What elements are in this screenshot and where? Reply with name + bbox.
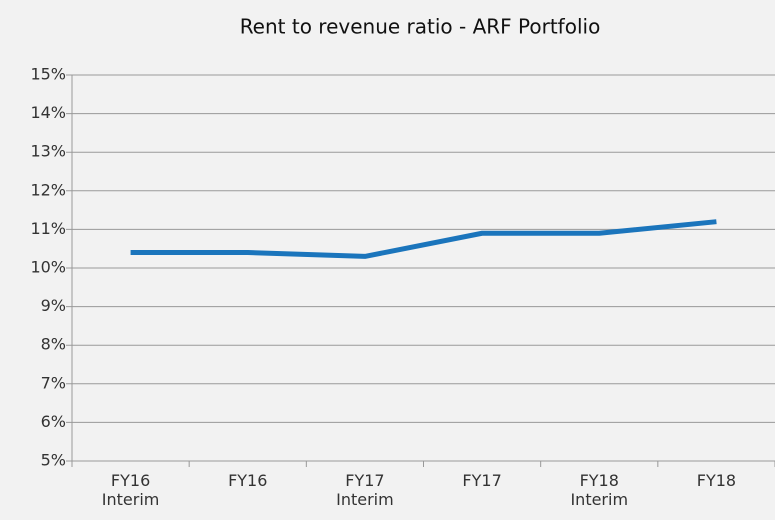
x-tick-label: FY16 Interim <box>101 471 160 509</box>
y-tick-label: 12% <box>30 180 66 199</box>
y-tick-label: 13% <box>30 142 66 161</box>
x-tick-label: FY17 Interim <box>336 471 394 509</box>
y-tick-label: 7% <box>41 373 66 392</box>
x-tick-label: FY16 <box>228 471 268 490</box>
x-tick-label: FY17 <box>462 471 502 490</box>
chart-title: Rent to revenue ratio - ARF Portfolio <box>240 15 601 39</box>
y-tick-label: 15% <box>30 65 66 84</box>
y-tick-label: 8% <box>41 335 66 354</box>
y-tick-label: 11% <box>30 219 66 238</box>
x-tick-label: FY18 Interim <box>570 471 629 509</box>
y-tick-label: 6% <box>41 412 66 431</box>
y-tick-label: 5% <box>41 451 66 470</box>
y-tick-label: 9% <box>41 296 66 315</box>
y-tick-label: 10% <box>30 258 66 277</box>
line <box>130 219 717 259</box>
y-tick-label: 14% <box>30 103 66 122</box>
x-tick-label: FY18 <box>696 471 737 490</box>
